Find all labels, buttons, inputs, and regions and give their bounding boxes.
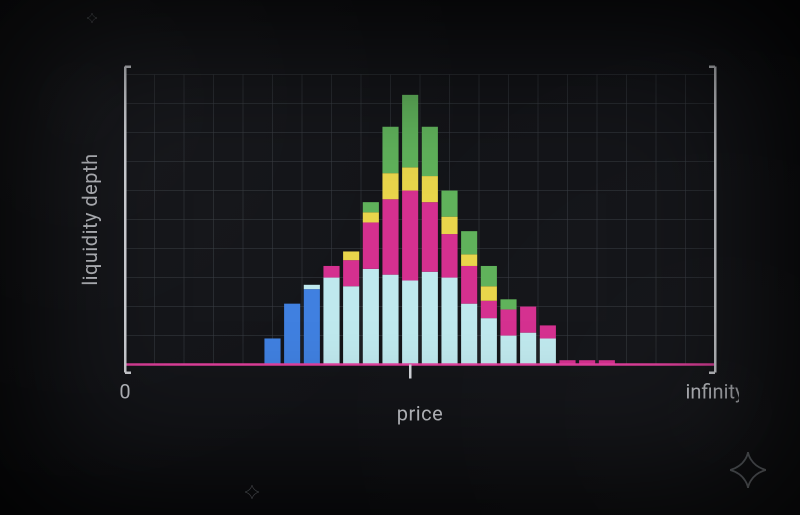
bar-segment-magenta [323, 265, 339, 277]
bar-segment-magenta [500, 309, 516, 335]
bar-segment-green [382, 126, 398, 172]
liquidity-depth-chart: liquidity depth price 0 infinity [61, 64, 739, 436]
bar-segment-yellow [402, 167, 418, 190]
bar-segment-cyan [461, 303, 477, 364]
bar-segment-blue [304, 289, 320, 364]
bar-segment-blue [264, 338, 280, 364]
bar-segment-green [441, 190, 457, 216]
bar-segment-cyan [304, 284, 320, 288]
bar-segment-magenta [363, 222, 379, 268]
bar-segment-cyan [540, 338, 556, 364]
bar-segment-yellow [461, 254, 477, 266]
bar-segment-cyan [343, 286, 359, 364]
bar-segment-green [481, 265, 497, 285]
y-axis-label: liquidity depth [78, 153, 102, 285]
bar-segment-magenta [540, 325, 556, 338]
bar-segment-magenta [461, 265, 477, 303]
bar-segment-green [363, 202, 379, 212]
bar-segment-magenta [441, 234, 457, 278]
sparkle-icon [245, 485, 259, 499]
bar-segment-magenta [343, 260, 359, 286]
bar-segment-magenta [520, 306, 536, 332]
bar-segment-yellow [441, 216, 457, 233]
x-start-label: 0 [119, 379, 130, 403]
bar-segment-green [422, 126, 438, 175]
bar-segment-magenta [422, 202, 438, 272]
bar-segment-magenta [382, 199, 398, 274]
bar-segment-green [402, 94, 418, 167]
bar-segment-green [500, 299, 516, 309]
x-axis-label: price [397, 401, 443, 425]
bar-segment-blue [284, 303, 300, 364]
x-end-label: infinity [686, 379, 739, 403]
bar-segment-cyan [422, 271, 438, 364]
bar-segment-yellow [343, 251, 359, 260]
bar-segment-cyan [402, 280, 418, 364]
bar-segment-yellow [481, 286, 497, 301]
bar-segment-yellow [422, 176, 438, 202]
bar-segment-magenta [481, 300, 497, 317]
bar-segment-yellow [382, 173, 398, 199]
sparkle-icon [730, 452, 766, 488]
bar-segment-cyan [500, 335, 516, 364]
bar-segment-cyan [363, 268, 379, 364]
sparkle-icon [87, 13, 97, 23]
bar-segment-cyan [481, 318, 497, 364]
bar-segment-cyan [441, 277, 457, 364]
bar-segment-green [461, 231, 477, 254]
bar-segment-cyan [382, 274, 398, 364]
bar-segment-magenta [402, 190, 418, 280]
bar-segment-cyan [520, 332, 536, 364]
chart-container: liquidity depth price 0 infinity [61, 64, 739, 436]
bar-segment-yellow [363, 212, 379, 222]
bar-segment-cyan [323, 277, 339, 364]
